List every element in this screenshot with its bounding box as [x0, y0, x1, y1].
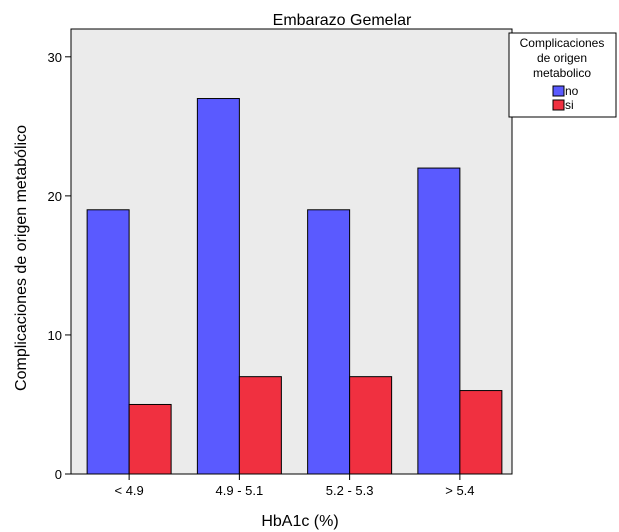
legend-box	[508, 32, 617, 118]
x-tick-label: 5.2 - 5.3	[326, 483, 374, 498]
y-tick-label: 20	[48, 189, 62, 204]
bars-group	[86, 98, 503, 475]
y-tick-label: 10	[48, 328, 62, 343]
bar-si-1	[128, 403, 172, 475]
legend: Complicaciones de origen metabolico no s…	[508, 32, 617, 118]
legend-swatch-no	[552, 85, 565, 97]
x-tick-label: < 4.9	[114, 483, 143, 498]
bar-no-2	[196, 98, 240, 475]
y-axis: 0 10 20 30	[48, 50, 71, 482]
legend-swatch-si	[552, 99, 565, 111]
legend-title-line-3: metabolico	[533, 66, 591, 80]
y-tick-label: 30	[48, 50, 62, 65]
chart-title: Embarazo Gemelar	[273, 12, 412, 29]
legend-title-line-2: de origen	[537, 51, 587, 65]
bar-no-4	[417, 167, 461, 475]
bar-si-2	[238, 376, 282, 475]
x-tick-label: > 5.4	[445, 483, 474, 498]
bar-si-4	[459, 390, 503, 475]
legend-title-line-1: Complicaciones	[520, 36, 605, 50]
x-axis: < 4.9 4.9 - 5.1 5.2 - 5.3 > 5.4	[114, 474, 475, 498]
y-axis-title: Complicaciones de origen metabólico	[13, 125, 30, 391]
y-tick-label: 0	[55, 467, 62, 482]
legend-label-si: si	[565, 98, 574, 112]
x-tick-label: 4.9 - 5.1	[216, 483, 264, 498]
legend-label-no: no	[565, 84, 579, 98]
bar-no-3	[307, 209, 351, 475]
x-axis-title: HbA1c (%)	[261, 513, 338, 530]
bar-si-3	[349, 376, 393, 475]
bar-no-1	[86, 209, 130, 475]
